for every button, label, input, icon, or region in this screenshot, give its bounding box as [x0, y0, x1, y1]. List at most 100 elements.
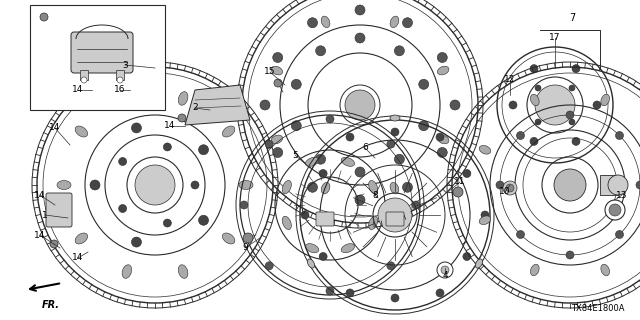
Text: 5: 5 — [292, 150, 298, 159]
Ellipse shape — [437, 135, 449, 144]
Bar — [600, 175, 618, 195]
Circle shape — [403, 182, 413, 192]
Text: TX84E1800A: TX84E1800A — [572, 304, 625, 313]
Circle shape — [81, 77, 87, 83]
Bar — [30, 5, 165, 110]
Circle shape — [569, 119, 575, 125]
Ellipse shape — [341, 157, 355, 166]
Circle shape — [516, 132, 525, 140]
Text: 9: 9 — [242, 244, 248, 252]
Circle shape — [506, 184, 514, 192]
Text: 7: 7 — [569, 13, 575, 23]
Bar — [80, 70, 88, 80]
Circle shape — [378, 198, 412, 232]
Text: 1: 1 — [42, 211, 48, 220]
Circle shape — [437, 52, 447, 62]
Circle shape — [326, 115, 334, 123]
Circle shape — [530, 65, 538, 73]
Circle shape — [609, 204, 621, 216]
Ellipse shape — [369, 180, 378, 194]
Circle shape — [355, 167, 365, 177]
Circle shape — [326, 287, 334, 295]
Circle shape — [453, 187, 463, 197]
Circle shape — [608, 175, 628, 195]
Ellipse shape — [307, 259, 315, 268]
Circle shape — [346, 289, 354, 297]
FancyBboxPatch shape — [46, 193, 72, 227]
Ellipse shape — [479, 216, 491, 225]
Circle shape — [243, 233, 253, 243]
Circle shape — [178, 114, 186, 122]
Circle shape — [605, 200, 625, 220]
Circle shape — [566, 111, 574, 119]
Ellipse shape — [271, 66, 283, 75]
Ellipse shape — [282, 216, 291, 229]
Ellipse shape — [601, 264, 609, 276]
Ellipse shape — [305, 244, 319, 253]
Circle shape — [436, 289, 444, 297]
Circle shape — [118, 204, 127, 212]
Circle shape — [450, 100, 460, 110]
Circle shape — [441, 266, 449, 274]
Circle shape — [316, 154, 326, 164]
Circle shape — [291, 121, 301, 131]
Ellipse shape — [369, 216, 378, 229]
Circle shape — [481, 211, 489, 219]
Circle shape — [436, 133, 444, 141]
Text: 12: 12 — [504, 76, 516, 84]
Circle shape — [419, 121, 429, 131]
Circle shape — [240, 201, 248, 209]
Circle shape — [355, 5, 365, 15]
Ellipse shape — [390, 182, 399, 194]
Circle shape — [566, 251, 574, 259]
Ellipse shape — [341, 244, 355, 253]
Circle shape — [307, 182, 317, 192]
Circle shape — [569, 85, 575, 91]
Circle shape — [260, 100, 270, 110]
Ellipse shape — [75, 233, 88, 244]
Circle shape — [236, 0, 484, 229]
Circle shape — [535, 119, 541, 125]
Text: 14: 14 — [164, 122, 176, 131]
Ellipse shape — [531, 264, 539, 276]
Circle shape — [387, 140, 395, 148]
Circle shape — [295, 115, 495, 315]
Text: 16: 16 — [115, 85, 125, 94]
Text: 14: 14 — [35, 190, 45, 199]
Circle shape — [273, 148, 283, 157]
Ellipse shape — [271, 135, 283, 144]
Text: 14: 14 — [35, 230, 45, 239]
Text: 2: 2 — [192, 103, 198, 113]
Circle shape — [419, 79, 429, 89]
Circle shape — [319, 170, 327, 178]
Text: FR.: FR. — [42, 300, 60, 310]
FancyBboxPatch shape — [71, 32, 133, 73]
Text: 4: 4 — [442, 270, 448, 279]
Circle shape — [530, 137, 538, 145]
Circle shape — [131, 123, 141, 133]
Circle shape — [274, 79, 282, 87]
Circle shape — [437, 262, 453, 278]
Circle shape — [387, 262, 395, 270]
Circle shape — [345, 90, 375, 120]
Circle shape — [191, 181, 199, 189]
Circle shape — [265, 140, 273, 148]
Bar — [116, 70, 124, 80]
Circle shape — [316, 46, 326, 56]
Circle shape — [394, 154, 404, 164]
Circle shape — [198, 145, 209, 155]
Text: 17: 17 — [549, 34, 561, 43]
Circle shape — [572, 137, 580, 145]
Ellipse shape — [476, 259, 483, 268]
Circle shape — [301, 211, 309, 219]
Circle shape — [273, 52, 283, 62]
Ellipse shape — [321, 182, 330, 194]
Circle shape — [31, 61, 279, 309]
Text: 14: 14 — [72, 253, 84, 262]
Ellipse shape — [601, 94, 609, 106]
Circle shape — [198, 215, 209, 225]
Circle shape — [319, 252, 327, 260]
Ellipse shape — [479, 146, 491, 154]
Ellipse shape — [390, 16, 399, 28]
Circle shape — [496, 181, 504, 189]
